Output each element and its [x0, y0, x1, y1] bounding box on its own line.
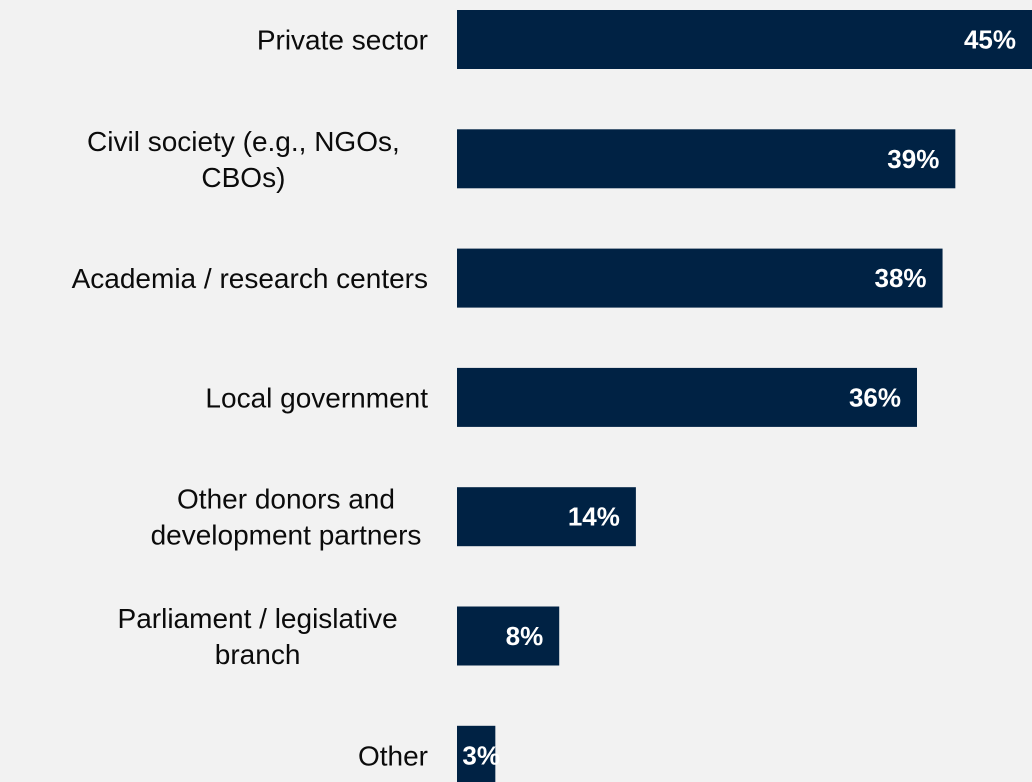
bar-4 — [457, 487, 636, 547]
category-label-4-line-0: Other donors and — [177, 484, 395, 515]
bar-1 — [457, 129, 956, 189]
category-label-5-line-0: Parliament / legislative — [118, 603, 398, 634]
category-label-1: Civil society (e.g., NGOs, CBOs) — [87, 126, 400, 193]
value-labels-group: 45% 39% 38% 36% 14% 8% 3% — [462, 25, 1016, 771]
category-label-6: Other — [358, 740, 428, 771]
category-label-4: Other donors and development partners — [151, 484, 422, 551]
value-label-3: 36% — [849, 382, 901, 412]
category-label-0: Private sector — [257, 25, 428, 56]
bar-6 — [457, 725, 496, 782]
category-label-4-line-1: development partners — [151, 520, 422, 551]
bar-2 — [457, 248, 943, 308]
category-label-3: Local government — [205, 382, 428, 413]
value-label-5: 8% — [506, 621, 544, 651]
category-labels-group: Private sector Civil society (e.g., NGOs,… — [72, 25, 429, 772]
category-label-2: Academia / research centers — [72, 263, 428, 294]
category-label-5: Parliament / legislative branch — [118, 603, 398, 670]
category-label-6-line-0: Other — [358, 740, 428, 771]
value-label-1: 39% — [887, 144, 939, 174]
value-label-2: 38% — [875, 263, 927, 293]
category-label-5-line-1: branch — [215, 639, 301, 670]
bar-0 — [457, 10, 1032, 69]
value-label-0: 45% — [964, 25, 1016, 55]
category-label-2-line-0: Academia / research centers — [72, 263, 428, 294]
category-label-3-line-0: Local government — [205, 382, 428, 413]
bars-group — [457, 10, 1032, 782]
category-label-1-line-0: Civil society (e.g., NGOs, — [87, 126, 400, 157]
category-label-1-line-1: CBOs) — [201, 162, 285, 193]
bar-5 — [457, 606, 560, 666]
value-label-6: 3% — [462, 740, 500, 770]
category-label-0-line-0: Private sector — [257, 25, 428, 56]
bar-3 — [457, 367, 917, 427]
value-label-4: 14% — [568, 502, 620, 532]
